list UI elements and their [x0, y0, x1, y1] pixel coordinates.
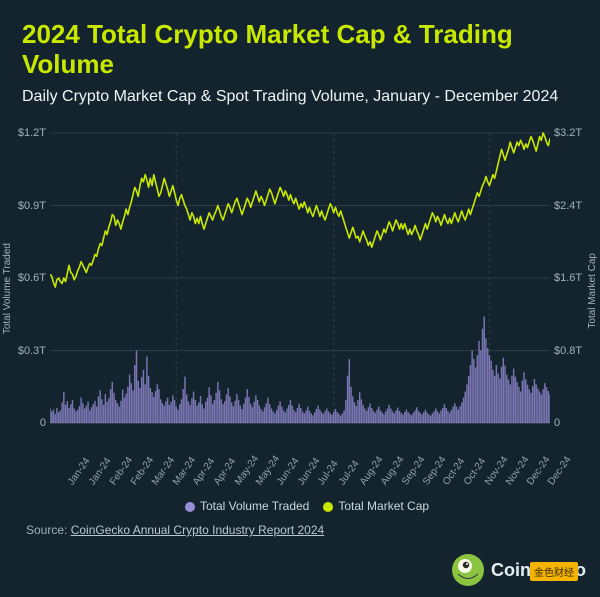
y-left-tick: 0 — [14, 417, 46, 429]
y-left-tick: $0.6T — [14, 272, 46, 284]
y-left-tick: $1.2T — [14, 127, 46, 139]
y-left-tick: $0.3T — [14, 345, 46, 357]
x-axis-labels: Jan-24Jan-24Feb-24Feb-24Mar-24Mar-24Apr-… — [50, 449, 550, 495]
y-right-tick: $3.2T — [554, 127, 586, 139]
y-right-tick: 0 — [554, 417, 586, 429]
y-left-tick: $0.9T — [14, 200, 46, 212]
x-tick: Jul-24 — [337, 459, 362, 488]
chart-svg — [50, 123, 550, 433]
gecko-icon — [451, 553, 485, 587]
y-right-tick: $1.6T — [554, 272, 586, 284]
source-line: Source: CoinGecko Annual Crypto Industry… — [22, 523, 578, 537]
watermark-badge: 金色财经 — [530, 562, 578, 581]
legend-label: Total Market Cap — [338, 499, 429, 513]
y-right-axis-title: Total Market Cap — [587, 253, 598, 329]
chart-subtitle: Daily Crypto Market Cap & Spot Trading V… — [22, 86, 578, 108]
legend-swatch — [323, 502, 333, 512]
y-left-axis-title: Total Volume Traded — [2, 243, 13, 334]
source-link[interactable]: CoinGecko Annual Crypto Industry Report … — [71, 523, 324, 537]
chart-title: 2024 Total Crypto Market Cap & Trading V… — [22, 20, 578, 80]
chart-area: Total Volume Traded Total Market Cap 00$… — [50, 123, 550, 443]
legend: Total Volume Traded Total Market Cap — [22, 499, 578, 513]
legend-swatch — [185, 502, 195, 512]
y-right-tick: $0.8T — [554, 345, 586, 357]
legend-label: Total Volume Traded — [200, 499, 309, 513]
source-prefix: Source: — [26, 523, 67, 537]
y-right-tick: $2.4T — [554, 200, 586, 212]
brand: CoinGecko 金色财经 — [451, 553, 586, 587]
